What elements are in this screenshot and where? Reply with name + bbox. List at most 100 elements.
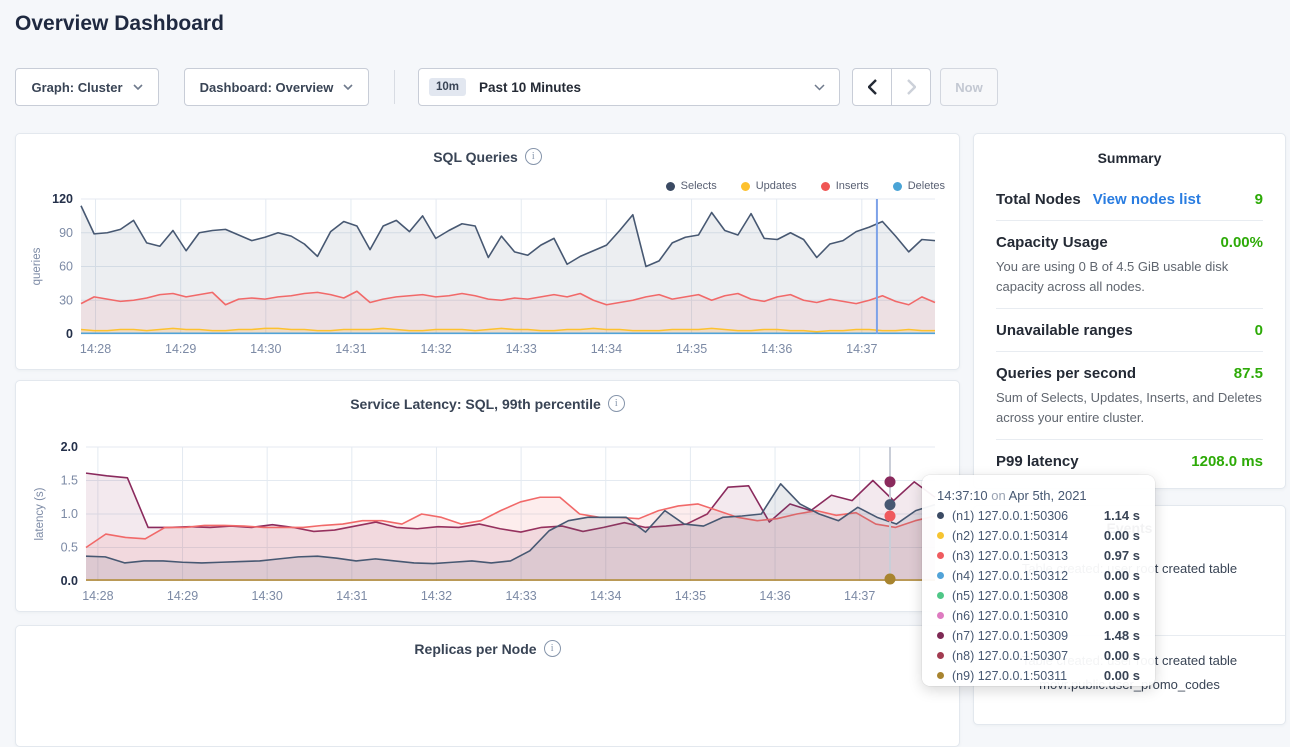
tooltip-row: (n2) 127.0.0.1:50314 0.00 s bbox=[937, 528, 1140, 543]
tooltip-row: (n5) 127.0.0.1:50308 0.00 s bbox=[937, 588, 1140, 603]
summary-panel: Summary Total Nodes View nodes list 9 Ca… bbox=[973, 133, 1286, 489]
hover-dot bbox=[884, 510, 896, 522]
sql-queries-chart[interactable]: 14:28 14:29 14:30 14:31 14:32 14:33 14:34 14:35… bbox=[16, 191, 957, 371]
series-area-n1 bbox=[86, 483, 935, 581]
node-address: (n7) 127.0.0.1:50309 bbox=[952, 628, 1069, 643]
tooltip-row: (n7) 127.0.0.1:50309 1.48 s bbox=[937, 628, 1140, 643]
graph-dropdown-label: Graph: Cluster bbox=[31, 79, 123, 95]
tooltip-on: on bbox=[991, 488, 1006, 503]
graph-dropdown[interactable]: Graph: Cluster bbox=[15, 68, 159, 106]
x-tick-label: 14:35 bbox=[675, 589, 706, 603]
x-tick-label: 14:30 bbox=[252, 589, 283, 603]
toolbar-divider bbox=[394, 70, 395, 104]
tooltip-node-list: (n1) 127.0.0.1:50306 1.14 s (n2) 127.0.0.1… bbox=[937, 508, 1140, 683]
sql-chart-legend: Selects Updates Inserts Deletes bbox=[665, 180, 945, 192]
legend-dot-icon bbox=[892, 181, 902, 191]
x-tick-label: 14:32 bbox=[420, 342, 451, 356]
view-nodes-list-link[interactable]: View nodes list bbox=[1092, 191, 1201, 208]
series-area-n7 bbox=[86, 473, 935, 581]
x-tick-label: 14:33 bbox=[506, 342, 537, 356]
sql-queries-card: SQL Queries i Selects Updates Inserts Delet… bbox=[15, 133, 960, 370]
x-tick-label: 14:34 bbox=[591, 342, 622, 356]
node-dot-icon bbox=[937, 612, 944, 619]
dashboard-dropdown[interactable]: Dashboard: Overview bbox=[184, 68, 369, 106]
qps-description: Sum of Selects, Updates, Inserts, and De… bbox=[996, 390, 1262, 425]
node-address: (n1) 127.0.0.1:50306 bbox=[952, 508, 1069, 523]
sql-chart-title: SQL Queries bbox=[433, 148, 518, 165]
hover-dot bbox=[884, 499, 896, 511]
legend-item-deletes: Deletes bbox=[892, 180, 945, 192]
node-dot-icon bbox=[937, 632, 944, 639]
x-tick-label: 14:37 bbox=[844, 589, 875, 603]
time-next-button[interactable] bbox=[891, 68, 931, 106]
y-tick-label: 0.0 bbox=[61, 574, 78, 588]
chevron-left-icon bbox=[867, 79, 877, 95]
x-tick-label: 14:30 bbox=[250, 342, 281, 356]
latency-chart-svg: 14:28 14:29 14:30 14:31 14:32 14:33 14:34 14:35… bbox=[34, 440, 936, 603]
x-tick-label: 14:37 bbox=[846, 342, 877, 356]
hover-dot bbox=[884, 476, 896, 488]
y-tick-label: 2.0 bbox=[61, 441, 78, 454]
summary-title: Summary bbox=[1097, 150, 1162, 166]
legend-label: Updates bbox=[755, 180, 797, 192]
legend-item-inserts: Inserts bbox=[820, 180, 869, 192]
legend-dot-icon bbox=[740, 181, 750, 191]
legend-label: Inserts bbox=[835, 180, 869, 192]
service-latency-chart[interactable]: 14:28 14:29 14:30 14:31 14:32 14:33 14:34 14:35… bbox=[16, 440, 957, 614]
y-tick-label: 1.5 bbox=[61, 474, 78, 488]
capacity-usage-value: 0.00% bbox=[1220, 234, 1263, 251]
node-latency-value: 0.00 s bbox=[1103, 588, 1140, 603]
x-tick-label: 14:29 bbox=[167, 589, 198, 603]
legend-label: Deletes bbox=[907, 180, 945, 192]
page-title: Overview Dashboard bbox=[15, 12, 224, 35]
p99-latency-value: 1208.0 ms bbox=[1191, 453, 1263, 470]
node-dot-icon bbox=[937, 592, 944, 599]
node-address: (n9) 127.0.0.1:50311 bbox=[952, 668, 1068, 683]
series-line-Selects bbox=[80, 205, 936, 268]
capacity-usage-description: You are using 0 B of 4.5 GiB usable disk… bbox=[996, 259, 1229, 294]
info-icon[interactable]: i bbox=[607, 395, 625, 412]
qps-label: Queries per second bbox=[996, 365, 1137, 382]
y-axis-label: queries bbox=[31, 247, 43, 285]
y-tick-label: 90 bbox=[59, 226, 73, 240]
hover-dot bbox=[884, 573, 896, 585]
sql-chart-svg: 14:28 14:29 14:30 14:31 14:32 14:33 14:34 14:35… bbox=[31, 192, 936, 356]
node-dot-icon bbox=[937, 672, 944, 679]
legend-item-updates: Updates bbox=[740, 180, 797, 192]
replicas-per-node-card: Replicas per Node i bbox=[15, 625, 960, 747]
series-line-n3 bbox=[85, 496, 936, 549]
node-latency-value: 0.00 s bbox=[1103, 608, 1140, 623]
tooltip-date: Apr 5th, 2021 bbox=[1008, 488, 1087, 503]
node-dot-icon bbox=[937, 652, 944, 659]
tooltip-timestamp: 14:37:10 on Apr 5th, 2021 bbox=[937, 488, 1140, 503]
info-icon[interactable]: i bbox=[524, 148, 542, 165]
now-button[interactable]: Now bbox=[940, 68, 998, 106]
x-tick-label: 14:32 bbox=[421, 589, 452, 603]
dashboard-dropdown-label: Dashboard: Overview bbox=[199, 79, 334, 95]
x-tick-label: 14:36 bbox=[761, 342, 792, 356]
chart-hover-tooltip: 14:37:10 on Apr 5th, 2021 (n1) 127.0.0.1… bbox=[922, 475, 1155, 686]
tooltip-row: (n6) 127.0.0.1:50310 0.00 s bbox=[937, 608, 1140, 623]
node-dot-icon bbox=[937, 552, 944, 559]
y-tick-label: 30 bbox=[59, 293, 73, 307]
tooltip-row: (n1) 127.0.0.1:50306 1.14 s bbox=[937, 508, 1140, 523]
series-line-n1 bbox=[85, 483, 936, 565]
legend-item-selects: Selects bbox=[665, 180, 717, 192]
time-range-badge: 10m bbox=[429, 78, 467, 96]
unavailable-ranges-value: 0 bbox=[1254, 322, 1263, 339]
x-tick-label: 14:31 bbox=[335, 342, 366, 356]
time-prev-button[interactable] bbox=[852, 68, 892, 106]
time-range-picker[interactable]: 10m Past 10 Minutes bbox=[418, 68, 840, 106]
info-icon[interactable]: i bbox=[543, 640, 561, 657]
p99-latency-label: P99 latency bbox=[996, 453, 1079, 470]
x-tick-label: 14:34 bbox=[590, 589, 621, 603]
node-latency-value: 1.14 s bbox=[1103, 508, 1140, 523]
legend-label: Selects bbox=[680, 180, 717, 192]
total-nodes-label: Total Nodes bbox=[996, 191, 1081, 208]
node-latency-value: 0.00 s bbox=[1103, 528, 1140, 543]
capacity-usage-label: Capacity Usage bbox=[996, 234, 1108, 251]
legend-dot-icon bbox=[665, 181, 675, 191]
qps-value: 87.5 bbox=[1233, 365, 1263, 382]
summary-row-total-nodes: Total Nodes View nodes list 9 bbox=[996, 178, 1263, 220]
node-dot-icon bbox=[937, 572, 944, 579]
